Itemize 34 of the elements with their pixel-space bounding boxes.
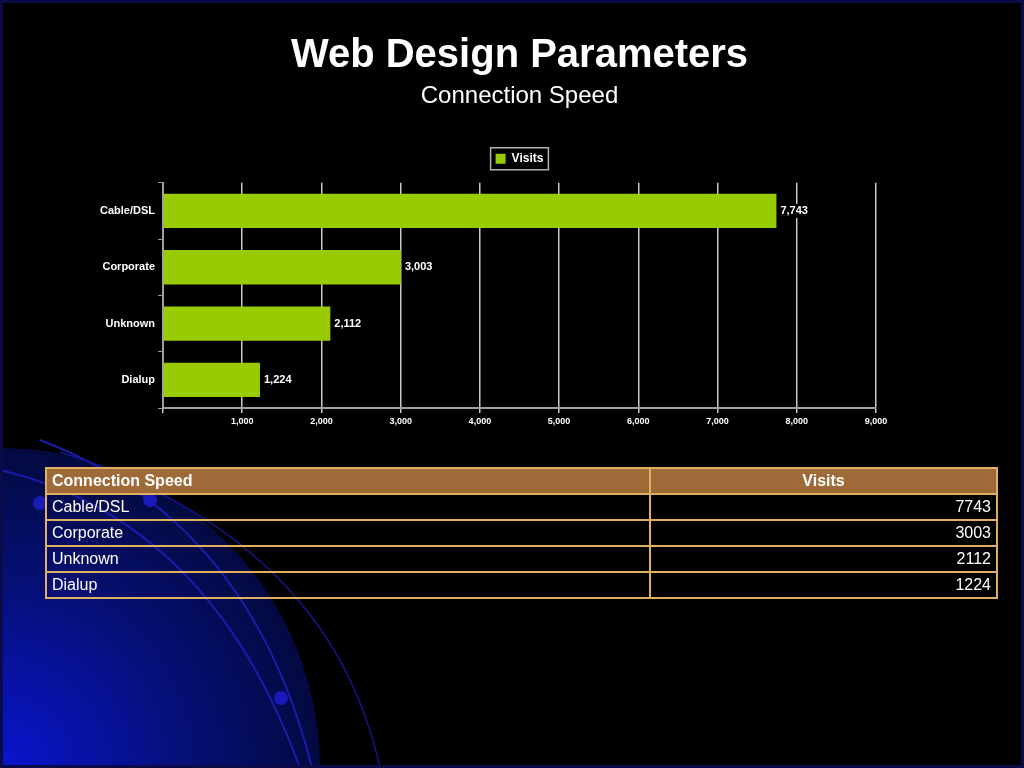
category-label: Dialup [46,572,650,598]
data-label: 7,743 [780,203,808,216]
category-label: Cable/DSL [46,494,650,520]
y-tick-label: Cable/DSL [99,203,156,216]
y-tick-label: Dialup [121,372,156,385]
data-label: 1,224 [263,372,293,385]
x-tick-label: 2,000 [310,415,333,426]
x-tick-label: 7,000 [706,415,729,426]
bar [163,193,777,229]
category-label: Unknown [46,546,650,572]
x-tick-label: 5,000 [547,415,571,426]
data-label: 3003 [650,520,997,546]
x-tick-label: 3,000 [389,415,412,426]
category-label: Corporate [46,520,650,546]
data-label: 7743 [650,494,997,520]
data-label: 2112 [650,546,997,572]
legend-label: Visits [511,151,544,166]
bar [163,250,401,285]
text: Visits [650,468,997,494]
x-tick-label: 1,000 [230,415,254,426]
x-tick-label: 6,000 [627,415,650,426]
data-label: 1224 [650,572,997,598]
x-tick-label: 8,000 [785,415,809,426]
chart-subtitle: Connection Speed [420,81,619,109]
x-tick-label: 4,000 [468,415,492,426]
data-label: 2,112 [334,316,362,329]
text: Connection Speed [46,468,650,494]
y-tick-label: Unknown [105,316,156,329]
data-label: 3,003 [404,260,433,273]
bar [163,306,331,341]
y-tick-label: Corporate [102,260,155,273]
x-tick-label: 9,000 [864,415,888,426]
bar [163,362,260,398]
chart-title: Web Design Parameters [290,31,749,76]
